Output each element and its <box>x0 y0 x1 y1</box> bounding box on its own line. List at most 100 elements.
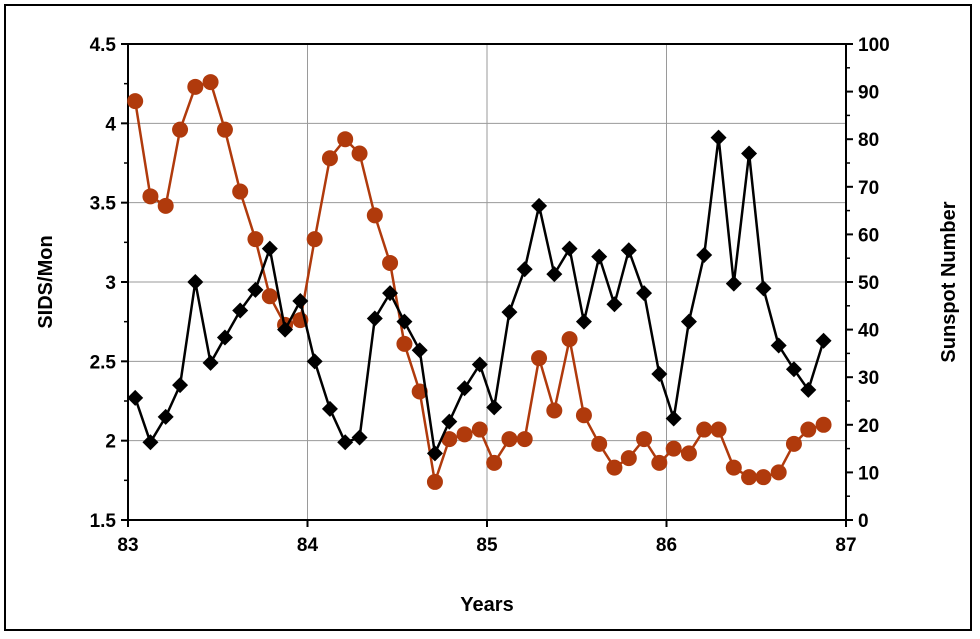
sunspot-point <box>815 416 832 433</box>
y-axis-title: SIDS/Mon <box>35 235 57 328</box>
sunspot-point <box>696 421 713 438</box>
sids-point <box>366 310 383 327</box>
sids-point <box>800 381 817 398</box>
sids-point <box>382 285 399 302</box>
sunspot-point <box>366 207 383 224</box>
sids-point <box>172 377 189 394</box>
sids-point <box>606 296 623 313</box>
sunspot-point <box>575 407 592 424</box>
y2-tick-label: 80 <box>858 130 879 151</box>
sids-point <box>741 145 758 162</box>
plot-border <box>127 43 847 521</box>
sids-point <box>620 242 637 259</box>
sunspot-point <box>157 197 174 214</box>
x-tick-label: 85 <box>476 535 498 556</box>
sids-point <box>247 281 264 298</box>
sunspot-point <box>486 454 503 471</box>
sunspot-point <box>680 445 697 462</box>
sids-point <box>232 302 249 319</box>
sunspot-point <box>800 421 817 438</box>
sids-point <box>785 361 802 378</box>
sunspot-point <box>710 421 727 438</box>
sids-point <box>710 129 727 146</box>
sids-point <box>187 274 204 290</box>
sids-point <box>636 285 653 302</box>
sunspot-point <box>172 121 189 138</box>
sunspot-point <box>636 431 653 448</box>
sunspot-point <box>202 74 219 91</box>
sids-point <box>770 337 787 354</box>
sunspot-point <box>441 431 458 448</box>
sunspot-point <box>665 440 682 457</box>
sids-point <box>471 356 488 373</box>
sunspot-point <box>651 454 668 471</box>
sids-point <box>591 248 608 265</box>
sunspot-point <box>216 121 233 138</box>
sids-point <box>531 197 548 214</box>
sids-point <box>426 445 443 462</box>
sunspot-point <box>426 473 443 490</box>
sids-point <box>157 408 174 425</box>
sunspot-point <box>561 331 578 348</box>
sids-point <box>561 240 578 257</box>
sunspot-point <box>755 469 772 486</box>
sids-point <box>815 332 832 349</box>
sunspot-point <box>606 459 623 476</box>
sids-point <box>546 266 563 283</box>
sunspot-point <box>187 78 204 95</box>
sids-point <box>337 434 354 451</box>
x-tick-label: 83 <box>117 535 138 556</box>
sunspot-point <box>501 431 518 448</box>
sids-point <box>501 304 518 321</box>
sids-point <box>665 410 682 427</box>
sunspot-point <box>411 383 428 400</box>
sunspot-point <box>546 402 563 419</box>
sunspot-point <box>531 350 548 367</box>
sunspot-point <box>127 93 144 110</box>
sunspot-point <box>247 231 264 248</box>
sunspot-point <box>382 254 399 271</box>
y-tick-label: 2.5 <box>90 352 117 373</box>
sunspot-point <box>516 431 533 448</box>
sunspot-point <box>725 459 742 476</box>
y2-tick-label: 20 <box>858 416 879 437</box>
sids-point <box>696 247 713 264</box>
sunspot-point <box>456 426 473 443</box>
y2-tick-label: 70 <box>858 178 879 199</box>
sids-point <box>441 413 458 430</box>
sunspot-point <box>770 464 787 481</box>
sunspot-point <box>471 421 488 438</box>
y2-tick-label: 50 <box>858 273 879 294</box>
sids-point <box>516 261 533 278</box>
sids-point <box>651 366 668 383</box>
y-tick-label: 1.5 <box>90 511 117 532</box>
sids-point <box>755 280 772 297</box>
sunspot-point <box>306 231 323 248</box>
sunspot-point <box>741 469 758 486</box>
sids-point <box>202 354 219 371</box>
x-tick-label: 86 <box>656 535 677 556</box>
sids-point <box>486 399 503 416</box>
y-tick-label: 3.5 <box>90 194 117 215</box>
sids-point <box>575 313 592 330</box>
axes: 1.5 2 2.5 3 3.5 4 4.5 83 84 85 86 870 10 20 30 40 50 60 70… <box>90 35 890 556</box>
y2-tick-label: 10 <box>858 463 879 484</box>
sunspot-point <box>261 288 278 305</box>
series-layer <box>127 74 832 490</box>
y-tick-label: 2 <box>105 432 116 453</box>
sids-point <box>127 389 144 406</box>
sids-point <box>306 353 323 370</box>
sids-point <box>142 434 159 451</box>
y-tick-label: 4.5 <box>90 35 117 56</box>
sunspot-point <box>591 435 608 452</box>
y-tick-label: 4 <box>105 114 116 135</box>
sids-point <box>725 275 742 292</box>
sids-point <box>292 293 309 310</box>
y2-tick-label: 90 <box>858 83 879 104</box>
sids-point <box>351 429 368 446</box>
sids-point <box>456 380 473 397</box>
sunspot-point <box>232 183 249 200</box>
sunspot-point <box>785 435 802 452</box>
y2-tick-label: 100 <box>858 35 890 56</box>
